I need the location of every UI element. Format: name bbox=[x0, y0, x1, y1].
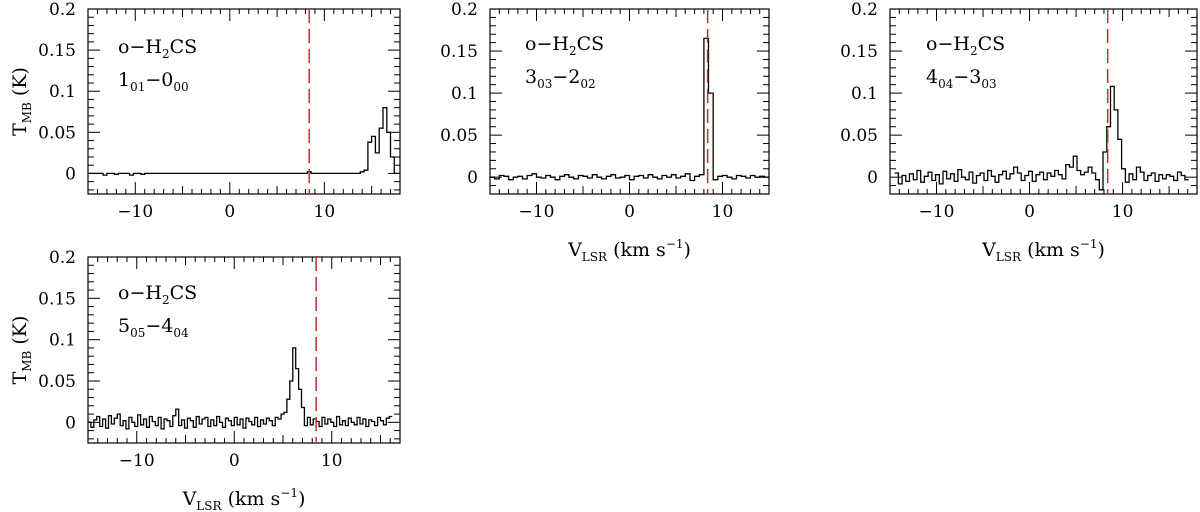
x-tick-label: 10 bbox=[314, 202, 336, 222]
species-label: o−H2CS bbox=[525, 33, 604, 58]
y-tick-label: 0.05 bbox=[38, 123, 76, 143]
y-tick-label: 0.05 bbox=[840, 126, 878, 146]
y-tick-label: 0.1 bbox=[851, 84, 878, 104]
y-tick-label: 0.2 bbox=[49, 0, 76, 20]
x-tick-label: 0 bbox=[224, 202, 235, 222]
y-tick-label: 0.2 bbox=[451, 0, 478, 20]
y-axis-title: TMB (K) bbox=[9, 316, 34, 385]
transition-label: 404−303 bbox=[926, 66, 997, 91]
transition-label: 303−202 bbox=[525, 66, 596, 91]
spectrum-panel-2: −10 0 10 0 0.05 0.1 0.15 0.2 VLSR (km s−1) o−H2CS… bbox=[440, 0, 770, 264]
y-tick-label: 0 bbox=[65, 164, 76, 184]
x-tick-label: 0 bbox=[229, 451, 240, 471]
y-tick-label: 0 bbox=[867, 168, 878, 188]
y-axis-title: TMB (K) bbox=[9, 67, 34, 136]
y-tick-label: 0.15 bbox=[38, 289, 76, 309]
spectrum-panel-3: −10 0 10 0 0.05 0.1 0.15 0.2 VLSR (km s−1) o−H2CS… bbox=[840, 0, 1198, 264]
x-tick-label: 10 bbox=[1112, 202, 1134, 222]
x-tick-label: −10 bbox=[117, 202, 153, 222]
spectrum-line bbox=[490, 37, 769, 182]
y-tick-label: 0 bbox=[65, 413, 76, 433]
transition-label: 505−404 bbox=[118, 315, 189, 340]
plot-frame bbox=[87, 8, 401, 195]
x-axis-title: VLSR (km s−1) bbox=[567, 237, 691, 264]
y-tick-label: 0.1 bbox=[451, 84, 478, 104]
spectrum-panel-1: −10 0 10 0 0.05 0.1 0.15 0.2 TMB (K) o−H2CS 101−00… bbox=[9, 0, 401, 222]
x-tick-label: 0 bbox=[1024, 202, 1035, 222]
y-tick-label: 0.2 bbox=[49, 248, 76, 268]
x-tick-label: −10 bbox=[919, 202, 955, 222]
y-tick-label: 0 bbox=[467, 168, 478, 188]
y-tick-label: 0.15 bbox=[38, 41, 76, 61]
species-label: o−H2CS bbox=[118, 282, 197, 307]
transition-label: 101−000 bbox=[118, 69, 189, 94]
spectrum-line bbox=[894, 85, 1189, 191]
y-tick-label: 0.1 bbox=[49, 331, 76, 351]
species-label: o−H2CS bbox=[926, 33, 1005, 58]
y-tick-label: 0.2 bbox=[851, 0, 878, 20]
x-tick-label: 10 bbox=[321, 451, 343, 471]
x-axis-title: VLSR (km s−1) bbox=[981, 237, 1105, 264]
y-tick-label: 0.05 bbox=[440, 126, 478, 146]
x-tick-label: 0 bbox=[624, 202, 635, 222]
x-tick-label: 10 bbox=[712, 202, 734, 222]
y-tick-label: 0.15 bbox=[440, 42, 478, 62]
x-tick-label: −10 bbox=[519, 202, 555, 222]
species-label: o−H2CS bbox=[118, 36, 197, 61]
y-tick-label: 0.05 bbox=[38, 372, 76, 392]
spectrum-line bbox=[88, 107, 400, 176]
spectrum-line bbox=[88, 347, 393, 430]
y-tick-label: 0.15 bbox=[840, 42, 878, 62]
x-axis-title: VLSR (km s−1) bbox=[182, 486, 306, 512]
spectrum-panel-4: −10 0 10 0 0.05 0.1 0.15 0.2 TMB (K) VLSR (km s−1… bbox=[9, 248, 401, 512]
x-tick-label: −10 bbox=[119, 451, 155, 471]
y-tick-label: 0.1 bbox=[49, 82, 76, 102]
